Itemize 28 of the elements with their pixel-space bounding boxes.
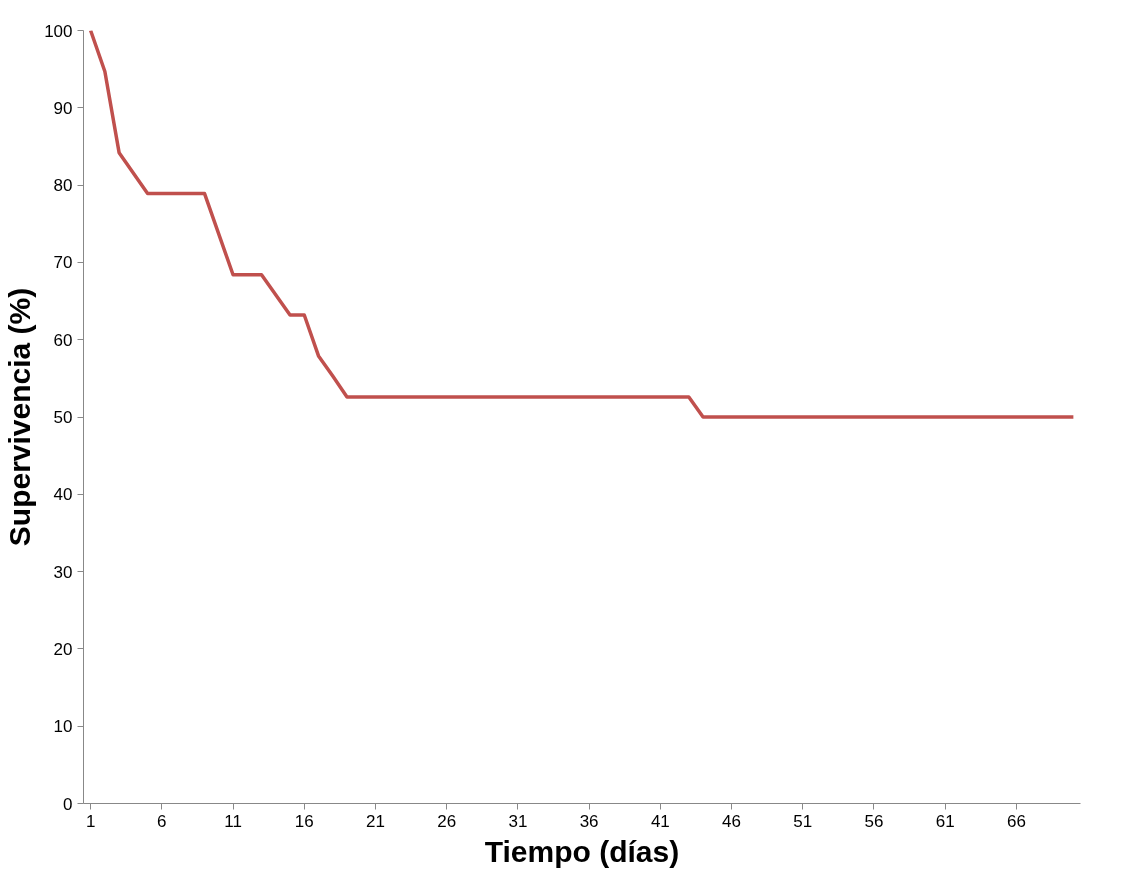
x-tick-label: 41: [650, 811, 670, 831]
x-axis-title: Tiempo (días): [484, 834, 680, 868]
x-tick-label: 66: [1006, 811, 1026, 831]
x-tick-label: 1: [85, 811, 96, 831]
x-tick-label: 56: [864, 811, 884, 831]
y-tick-label: 60: [53, 330, 73, 350]
y-tick-label: 0: [63, 794, 73, 814]
y-tick-label: 90: [53, 98, 73, 118]
y-tick-label: 20: [53, 639, 73, 659]
x-tick-label: 16: [294, 811, 314, 831]
y-tick-label: 50: [53, 408, 73, 427]
y-tick-label: 40: [53, 485, 73, 505]
x-tick-label: 26: [437, 811, 457, 831]
x-tick-label: 36: [579, 811, 599, 831]
x-tick-label: 31: [508, 811, 528, 831]
y-tick-label: 100: [44, 21, 73, 41]
line-series: [88, 30, 1076, 419]
x-tick-label: 11: [224, 811, 242, 831]
x-tick-label: 51: [793, 811, 813, 831]
y-tick-label: 30: [53, 562, 73, 582]
x-tick-label: 61: [935, 811, 955, 831]
x-tick-label: 46: [722, 811, 742, 831]
y-tick-label: 10: [53, 717, 73, 737]
x-tick-label: 6: [157, 811, 167, 831]
x-tick-label: 21: [366, 811, 385, 831]
y-tick-label: 80: [53, 176, 73, 196]
y-tick-label: 70: [53, 253, 73, 273]
y-axis-title: Supervivencia (%): [3, 287, 37, 547]
